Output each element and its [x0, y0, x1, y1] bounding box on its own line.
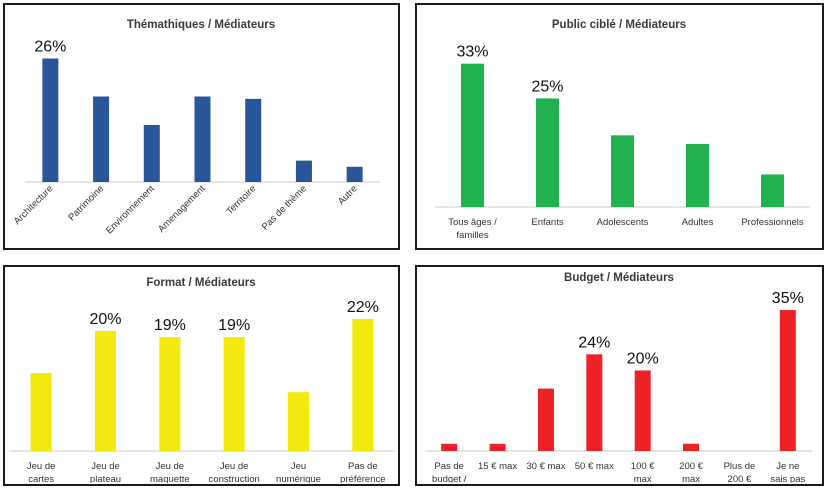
data-label-jeu-de-maquette: 19%	[154, 317, 186, 334]
x-tick-plus-de-200: Plus de 200 €	[724, 461, 756, 483]
bar-architecture	[42, 58, 59, 182]
x-tick-jeu-de-maquette: Jeu de maquette	[150, 461, 190, 483]
chart-panel-format: Format / Médiateurs Jeu de cartes 20% Jeu de…	[3, 265, 400, 486]
data-label-100-max: 20%	[627, 350, 659, 367]
bar-autre	[346, 166, 363, 182]
data-label-tous-ages-familles: 33%	[456, 44, 488, 61]
data-label-architecture: 26%	[34, 39, 66, 56]
chart-title: Thémathiques / Médiateurs	[127, 19, 275, 31]
bar-environnement	[143, 125, 160, 182]
chart-title: Budget / Médiateurs	[564, 272, 674, 284]
data-label-enfants: 25%	[531, 78, 563, 95]
x-tick-amenagement: Amenagement	[156, 183, 208, 235]
x-tick-jeu-de-construction: Jeu de construction	[209, 461, 260, 483]
chart-public-cible: Public ciblé / Médiateurs 33% Tous âges / f…	[435, 19, 810, 241]
data-label-50-max: 24%	[578, 334, 610, 351]
bar-50-max	[586, 354, 603, 451]
x-tick-15-max: 15 € max	[478, 461, 517, 472]
bar-enfants	[536, 98, 559, 207]
bar-patrimoine	[93, 96, 110, 182]
chart-title: Format / Médiateurs	[146, 277, 255, 289]
x-tick-200-max: 200 € max	[679, 461, 703, 483]
bar-jeu-de-cartes	[30, 373, 52, 451]
x-tick-50-max: 50 € max	[575, 461, 614, 472]
x-tick-tous-ages-familles: Tous âges / familles	[448, 217, 497, 241]
bar-200-max	[683, 443, 700, 451]
bar-30-max	[537, 388, 554, 451]
bar-tous-ages-familles	[461, 63, 484, 207]
x-tick-adolescents: Adolescents	[597, 217, 649, 228]
bar-pas-de-budget-0	[441, 443, 458, 451]
x-tick-jeu-de-cartes: Jeu de cartes	[27, 461, 56, 483]
data-label-jeu-de-construction: 19%	[218, 317, 250, 334]
bar-15-max	[489, 443, 506, 451]
bar-100-max	[634, 370, 651, 451]
chart-panel-public-cible: Public ciblé / Médiateurs 33% Tous âges / f…	[415, 3, 824, 250]
x-tick-jeu-de-plateau: Jeu de plateau	[90, 461, 121, 483]
x-tick-pas-de-theme: Pas de thème	[260, 183, 309, 232]
bar-adultes	[686, 144, 709, 207]
chart-panel-thematiques: Thémathiques / Médiateurs 26% Architecture…	[3, 3, 400, 250]
bar-amenagement	[194, 96, 211, 182]
bar-jeu-de-plateau	[95, 331, 116, 451]
data-label-je-ne-sais-pas: 35%	[772, 290, 804, 307]
x-tick-patrimoine: Patrimoine	[66, 183, 106, 223]
bar-jeu-numerique	[288, 392, 309, 451]
x-tick-jeu-numerique: Jeu numérique	[276, 461, 321, 483]
bar-jeu-de-maquette	[159, 337, 181, 451]
x-tick-enfants: Enfants	[531, 217, 563, 228]
bar-pas-de-preference	[352, 319, 374, 451]
data-label-pas-de-preference: 22%	[347, 299, 379, 316]
bar-pas-de-theme	[295, 160, 312, 182]
bar-adolescents	[611, 135, 634, 207]
x-tick-architecture: Architecture	[12, 183, 56, 227]
bar-je-ne-sais-pas	[779, 310, 796, 451]
x-tick-30-max: 30 € max	[526, 461, 565, 472]
x-tick-territoire: Territoire	[224, 183, 258, 217]
x-tick-professionnels: Professionnels	[741, 217, 804, 228]
x-tick-environnement: Environnement	[104, 183, 157, 236]
x-tick-autre: Autre	[336, 183, 360, 207]
bar-professionnels	[761, 174, 784, 207]
x-tick-100-max: 100 € max	[631, 461, 655, 483]
bar-jeu-de-construction	[223, 337, 245, 451]
chart-title: Public ciblé / Médiateurs	[552, 19, 686, 31]
x-tick-pas-de-preference: Pas de préférence	[340, 461, 385, 483]
chart-thematiques: Thémathiques / Médiateurs 26% Architecture…	[12, 19, 380, 236]
x-tick-je-ne-sais-pas: Je ne sais pas	[770, 461, 805, 483]
chart-format: Format / Médiateurs Jeu de cartes 20% Jeu de…	[9, 277, 395, 483]
bar-territoire	[245, 98, 262, 182]
data-label-jeu-de-plateau: 20%	[89, 311, 121, 328]
x-tick-adultes: Adultes	[682, 217, 714, 228]
